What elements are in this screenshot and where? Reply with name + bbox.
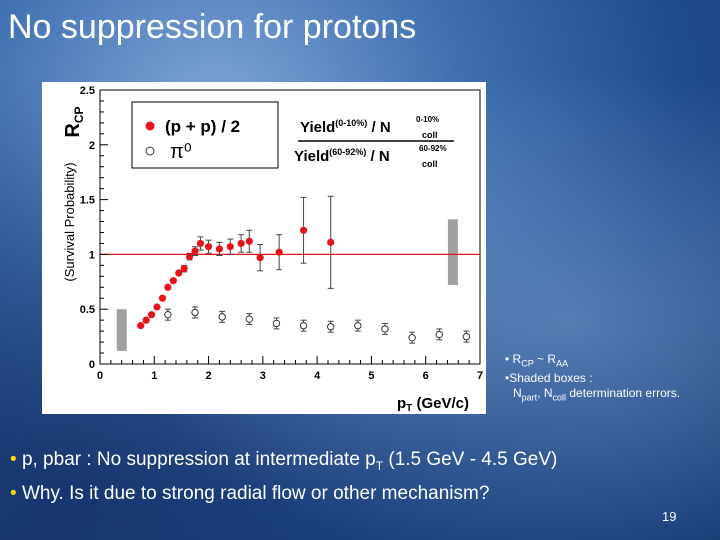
bullet-item: • Why. Is it due to strong radial flow o…: [10, 482, 490, 504]
legend-proton-label: (p + p) / 2: [165, 117, 240, 136]
pi0-data-point: [164, 310, 172, 319]
x-tick-label: 0: [97, 370, 103, 382]
pi0-data-point: [462, 332, 471, 341]
proton-data-point: [275, 248, 283, 256]
side-note: • RCP ~ RAA •Shaded boxes : Npart, Ncoll…: [505, 352, 680, 406]
pi0-data-point: [354, 321, 362, 330]
proton-data-point: [153, 303, 161, 311]
x-tick-label: 1: [151, 370, 157, 382]
proton-data-point: [175, 269, 183, 277]
proton-data-point: [226, 243, 234, 251]
bullet-list: • p, pbar : No suppression at intermedia…: [10, 446, 557, 508]
x-tick-label: 5: [368, 370, 374, 382]
shaded-boxes: [116, 219, 458, 351]
proton-data-point: [196, 239, 205, 248]
formula-denominator-sup: 60-92%: [419, 144, 447, 153]
legend-pi0-marker: [145, 146, 155, 156]
rcp-formula: Yield(0-10%) / N 0-10% coll Yield(60-92%…: [294, 115, 454, 169]
y-tick-label: 1: [89, 249, 95, 261]
pi0-data-point: [218, 313, 226, 321]
proton-data-point: [142, 316, 150, 324]
formula-numerator-sup: 0-10%: [416, 115, 439, 124]
y-axis-label: RCP: [62, 106, 86, 137]
x-axis-label: pT (GeV/c): [397, 395, 469, 414]
formula-denominator-sub: coll: [422, 159, 438, 169]
note-line-3: Npart, Ncoll determination errors.: [513, 386, 681, 403]
rcp-chart: 0 1 2 3 4 5 6 7 0 0.5 1 1.5 2 2.5 RCP (Survival Proba…: [62, 85, 483, 414]
formula-denominator: Yield(60-92%) / N: [294, 147, 390, 165]
y-tick-label: 2.5: [80, 85, 95, 97]
legend-proton-marker: [145, 121, 155, 131]
y-tick-label: 0: [89, 359, 95, 371]
proton-data-point: [185, 252, 194, 261]
pi0-data-point: [299, 321, 308, 330]
formula-numerator-sub: coll: [422, 130, 438, 140]
x-tick-label: 4: [314, 370, 321, 382]
proton-data-point: [191, 247, 199, 255]
page-number: 19: [662, 509, 677, 524]
shaded-error-box: [116, 309, 127, 351]
proton-data-point: [215, 245, 224, 253]
legend-box: [131, 101, 279, 169]
x-tick-label: 6: [423, 370, 429, 382]
proton-data-point: [327, 238, 335, 246]
x-tick-label: 7: [477, 370, 483, 382]
pi0-data-point: [191, 308, 199, 317]
x-tick-label: 2: [206, 370, 212, 382]
pi0-data-point: [327, 323, 335, 331]
plot-frame: [99, 89, 481, 365]
axis-ticks: 0 1 2 3 4 5 6 7 0 0.5 1 1.5 2 2.5: [80, 85, 483, 382]
note-line-1: • RCP ~ RAA: [505, 352, 569, 369]
legend: (p + p) / 2 π⁰: [131, 101, 279, 169]
proton-data-point: [137, 322, 145, 330]
pi0-data-point: [435, 330, 443, 339]
chart-panel: 0 1 2 3 4 5 6 7 0 0.5 1 1.5 2 2.5 RCP (Survival Proba…: [42, 82, 486, 414]
legend-pi0-label: π⁰: [170, 141, 192, 163]
proton-data-point: [180, 265, 188, 273]
proton-data-point: [299, 226, 308, 234]
y-axis-side-label: (Survival Probability): [62, 162, 77, 281]
x-tick-label: 3: [260, 370, 266, 382]
proton-data-point: [204, 243, 213, 251]
proton-data-point: [158, 294, 167, 302]
y-tick-label: 1.5: [80, 195, 95, 207]
proton-data-point: [147, 311, 156, 319]
note-line-2: •Shaded boxes :: [505, 371, 593, 386]
proton-data-point: [164, 283, 172, 291]
slide-title: No suppression for protons: [8, 8, 417, 46]
data-points: [137, 195, 471, 344]
proton-data-point: [245, 237, 253, 245]
pi0-data-point: [272, 319, 281, 328]
proton-data-point: [169, 277, 177, 285]
proton-data-point: [256, 254, 264, 262]
pi0-data-point: [245, 315, 253, 323]
proton-data-point: [237, 239, 245, 248]
formula-numerator: Yield(0-10%) / N: [300, 118, 391, 136]
shaded-error-box: [447, 219, 458, 286]
y-tick-label: 2: [89, 140, 95, 152]
y-tick-label: 0.5: [80, 304, 95, 316]
pi0-data-point: [408, 333, 416, 342]
pi0-data-point: [381, 325, 389, 333]
bullet-item: • p, pbar : No suppression at intermedia…: [10, 449, 558, 473]
